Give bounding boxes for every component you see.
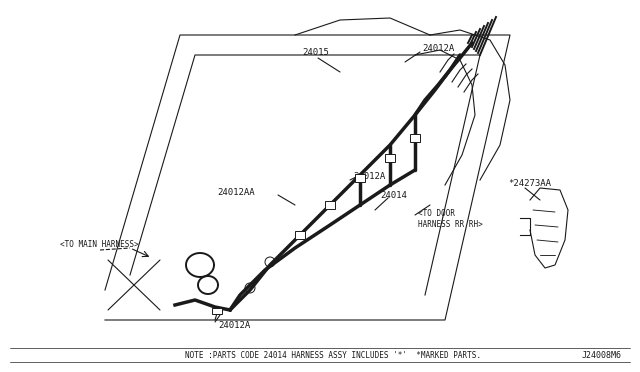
Text: *24273AA: *24273AA <box>508 179 551 187</box>
Bar <box>295 231 305 239</box>
Bar <box>410 134 420 142</box>
Text: <TO DOOR: <TO DOOR <box>418 208 455 218</box>
Text: 24014: 24014 <box>380 190 407 199</box>
Text: HARNESS RR RH>: HARNESS RR RH> <box>418 219 483 228</box>
Text: J24008M6: J24008M6 <box>582 352 622 360</box>
Text: <TO MAIN HARNESS>: <TO MAIN HARNESS> <box>60 240 139 248</box>
Bar <box>355 174 365 182</box>
Text: 24012AA: 24012AA <box>218 187 255 196</box>
Bar <box>212 308 222 314</box>
Text: 24012A: 24012A <box>353 171 385 180</box>
Text: NOTE :PARTS CODE 24014 HARNESS ASSY INCLUDES '*'  *MARKED PARTS.: NOTE :PARTS CODE 24014 HARNESS ASSY INCL… <box>185 352 481 360</box>
Text: 24012A: 24012A <box>422 44 454 52</box>
Bar <box>325 201 335 209</box>
Bar <box>385 154 395 162</box>
Text: 24015: 24015 <box>302 48 329 57</box>
Text: 24012A: 24012A <box>218 321 250 330</box>
